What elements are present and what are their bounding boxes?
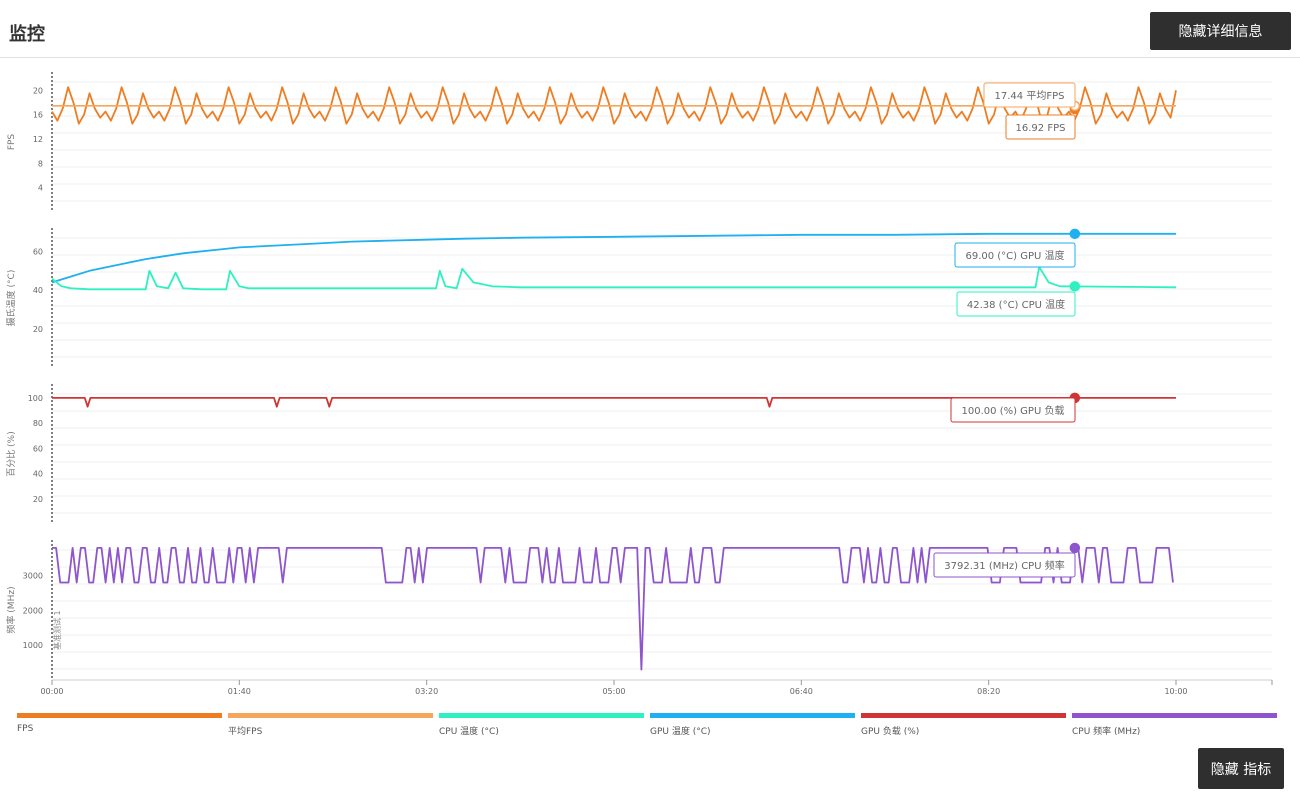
- chart-panel-0: 4 8 12 16 20 FPS 17.44 平均FPS 16.92 FPS: [7, 72, 1272, 212]
- tooltip-text: 3792.31 (MHz) CPU 频率: [944, 559, 1064, 572]
- tooltip-box: [956, 291, 1076, 317]
- hover-marker: [1069, 542, 1081, 554]
- page-title: 监控: [9, 24, 45, 45]
- y-tick-label: 60: [33, 444, 43, 453]
- series-line-GPU-负载: [52, 397, 1176, 408]
- x-tick-label: 05:00: [602, 687, 625, 696]
- legend-label: GPU 负载 (%): [861, 727, 920, 737]
- series-line-CPU-频率: [52, 547, 1174, 671]
- legend-color-bar: [17, 713, 222, 718]
- tooltip-text: 69.00 (°C) GPU 温度: [965, 249, 1064, 262]
- legend-item[interactable]: GPU 温度 (°C): [650, 713, 855, 737]
- y-tick-label: 40: [33, 286, 43, 295]
- legend-item[interactable]: GPU 负载 (%): [861, 713, 1066, 737]
- y-tick-label: 20: [33, 325, 43, 334]
- legend-label: CPU 频率 (MHz): [1072, 727, 1141, 737]
- y-axis-label: FPS: [7, 134, 17, 151]
- y-tick-label: 2000: [23, 606, 43, 615]
- chart-panel-2: 20 40 60 80 100 百分比 (%) 100.00 (%) GPU 负载: [5, 384, 1272, 524]
- legend-color-bar: [1072, 713, 1277, 718]
- y-tick-label: 16: [33, 111, 43, 120]
- legend-color-bar: [439, 713, 644, 718]
- hide-metrics-button[interactable]: 隐藏 指标: [1198, 748, 1284, 789]
- legend-label: CPU 温度 (°C): [439, 727, 499, 737]
- legend-item[interactable]: 平均FPS: [228, 713, 433, 737]
- y-tick-label: 80: [33, 419, 43, 428]
- chart-panel-1: 20 40 60 摄氏温度 (°C) 69.00 (°C) GPU 温度 42.38 (°…: [5, 228, 1272, 368]
- x-tick-label: 06:40: [790, 687, 813, 696]
- hover-marker: [1069, 228, 1081, 240]
- tooltip-text: 17.44 平均FPS: [995, 90, 1065, 102]
- y-tick-label: 60: [33, 247, 43, 256]
- x-tick-label: 10:00: [1164, 687, 1187, 696]
- tooltip-box: [983, 82, 1076, 108]
- legend-item[interactable]: FPS: [17, 713, 222, 734]
- y-axis-label: 百分比 (%): [5, 431, 17, 476]
- y-tick-label: 100: [28, 394, 43, 403]
- legend-color-bar: [650, 713, 855, 718]
- y-axis-label: 摄氏温度 (°C): [5, 270, 17, 327]
- hide-details-button[interactable]: 隐藏详细信息: [1150, 12, 1291, 50]
- y-tick-label: 1000: [23, 641, 43, 650]
- tooltip-text: 100.00 (%) GPU 负载: [962, 404, 1065, 417]
- x-tick-label: 03:20: [415, 687, 438, 696]
- y-tick-label: 8: [38, 159, 43, 168]
- legend-color-bar: [861, 713, 1066, 718]
- tooltip-text: 16.92 FPS: [1016, 123, 1066, 134]
- benchmark-annotation: 基准测试 1: [52, 610, 62, 650]
- series-line-CPU-温度: [51, 266, 1177, 291]
- chart-legend: FPS 平均FPS CPU 温度 (°C) GPU 温度 (°C) GPU 负载 (%)…: [17, 713, 1283, 743]
- monitoring-charts: 4 8 12 16 20 FPS 17.44 平均FPS 16.92 FPS 20 40 60 摄氏温…: [5, 72, 1273, 696]
- legend-label: 平均FPS: [228, 727, 263, 737]
- y-tick-label: 40: [33, 470, 43, 479]
- series-line-FPS: [51, 86, 1177, 125]
- header-bar: 监控 隐藏详细信息: [0, 0, 1300, 58]
- x-tick-label: 01:40: [228, 687, 251, 696]
- legend-color-bar: [228, 713, 433, 718]
- tooltip-box: [954, 242, 1076, 268]
- legend-item[interactable]: CPU 频率 (MHz): [1072, 713, 1277, 737]
- legend-label: FPS: [17, 724, 34, 734]
- legend-label: GPU 温度 (°C): [650, 727, 711, 737]
- tooltip-box: [933, 552, 1076, 578]
- y-tick-label: 3000: [23, 572, 43, 581]
- series-line-GPU-温度: [51, 232, 1176, 284]
- tooltip-box: [950, 397, 1076, 423]
- hover-marker: [1069, 281, 1081, 292]
- x-tick-label: 08:20: [977, 687, 1000, 696]
- y-tick-label: 12: [33, 135, 43, 144]
- tooltip-text: 42.38 (°C) CPU 温度: [967, 298, 1065, 311]
- x-tick-label: 00:00: [40, 687, 63, 696]
- chart-panel-3: 1000 2000 3000 频率 (MHz) 基准测试 1 3792.31 (MHz) …: [5, 540, 1272, 680]
- y-tick-label: 4: [38, 184, 43, 193]
- x-axis: 00:00 01:40 03:20 05:00 06:40 08:20 10:00: [40, 679, 1273, 696]
- legend-item[interactable]: CPU 温度 (°C): [439, 713, 644, 737]
- y-tick-label: 20: [33, 86, 43, 95]
- tooltip-box: [1005, 114, 1076, 140]
- y-axis-label: 频率 (MHz): [5, 586, 17, 633]
- y-tick-label: 20: [33, 495, 43, 504]
